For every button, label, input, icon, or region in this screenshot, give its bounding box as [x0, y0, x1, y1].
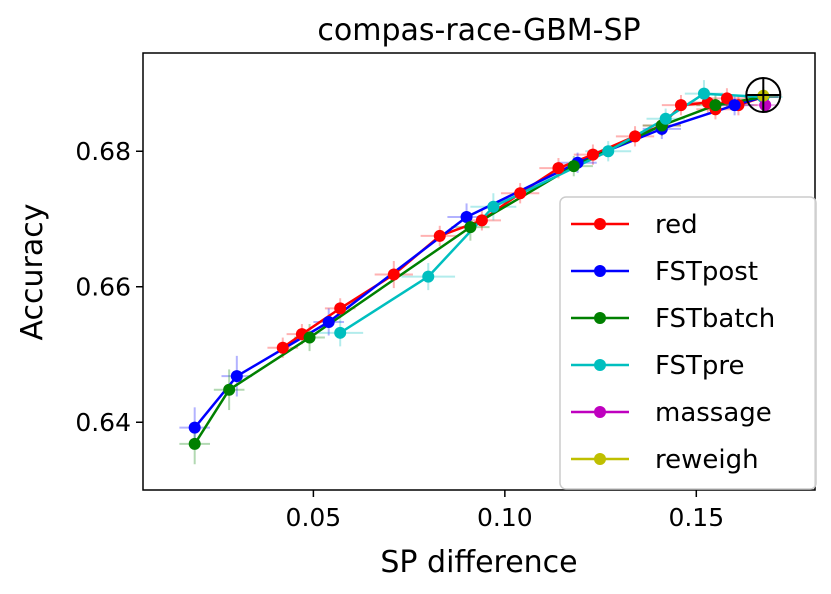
- point-FSTpost: [322, 315, 335, 328]
- x-tick-label: 0.05: [286, 503, 342, 532]
- point-red: [475, 214, 488, 227]
- legend-items: red FSTpost FSTbatch FSTpre massage reweigh: [571, 210, 775, 475]
- point-FSTpre: [659, 112, 672, 125]
- x-axis-ticks: 0.05 0.10 0.15: [286, 490, 724, 532]
- point-FSTpost: [188, 421, 201, 434]
- point-FSTpost: [460, 210, 473, 223]
- point-FSTpre: [487, 200, 500, 213]
- point-FSTbatch: [223, 383, 236, 396]
- plot-area: [179, 77, 783, 465]
- point-red: [334, 302, 347, 315]
- y-axis-label: Accuracy: [15, 204, 50, 341]
- legend: red FSTpost FSTbatch FSTpre massage reweigh: [559, 196, 817, 490]
- x-tick-label: 0.15: [668, 503, 724, 532]
- point-red: [586, 148, 599, 161]
- point-FSTbatch: [188, 437, 201, 450]
- point-FSTpost: [728, 99, 741, 112]
- point-FSTpre: [602, 145, 615, 158]
- point-FSTpre: [422, 270, 435, 283]
- point-FSTbatch: [303, 331, 316, 344]
- legend-label-FSTpre: FSTpre: [655, 351, 745, 381]
- point-massage: [759, 99, 772, 112]
- legend-label-massage: massage: [655, 398, 772, 428]
- legend-marker-FSTpost: [594, 265, 606, 277]
- point-FSTbatch: [567, 160, 580, 173]
- y-tick-label: 0.68: [75, 137, 131, 166]
- legend-marker-reweigh: [594, 453, 606, 465]
- point-red: [629, 130, 642, 143]
- legend-marker-massage: [594, 406, 606, 418]
- point-red: [433, 229, 446, 242]
- point-FSTbatch: [709, 99, 722, 112]
- y-axis-ticks: 0.64 0.66 0.68: [75, 137, 143, 437]
- chart-title: compas-race-GBM-SP: [317, 13, 640, 48]
- point-red: [387, 268, 400, 281]
- point-FSTpost: [230, 370, 243, 383]
- point-FSTpre: [334, 326, 347, 339]
- x-tick-label: 0.10: [477, 503, 533, 532]
- legend-label-red: red: [655, 210, 698, 240]
- legend-label-reweigh: reweigh: [655, 445, 759, 475]
- point-red: [674, 99, 687, 112]
- y-tick-label: 0.66: [75, 273, 131, 302]
- point-red: [552, 162, 565, 175]
- legend-label-FSTbatch: FSTbatch: [655, 304, 775, 334]
- legend-label-FSTpost: FSTpost: [655, 257, 758, 287]
- legend-marker-FSTpre: [594, 359, 606, 371]
- point-red: [276, 341, 289, 354]
- baseline-marker-group: [745, 77, 782, 114]
- point-red: [514, 187, 527, 200]
- y-tick-label: 0.64: [75, 408, 131, 437]
- point-FSTpre: [697, 87, 710, 100]
- legend-marker-FSTbatch: [594, 312, 606, 324]
- legend-marker-red: [594, 218, 606, 230]
- x-axis-label: SP difference: [380, 545, 577, 580]
- series-markers: [188, 87, 772, 450]
- point-FSTbatch: [464, 221, 477, 234]
